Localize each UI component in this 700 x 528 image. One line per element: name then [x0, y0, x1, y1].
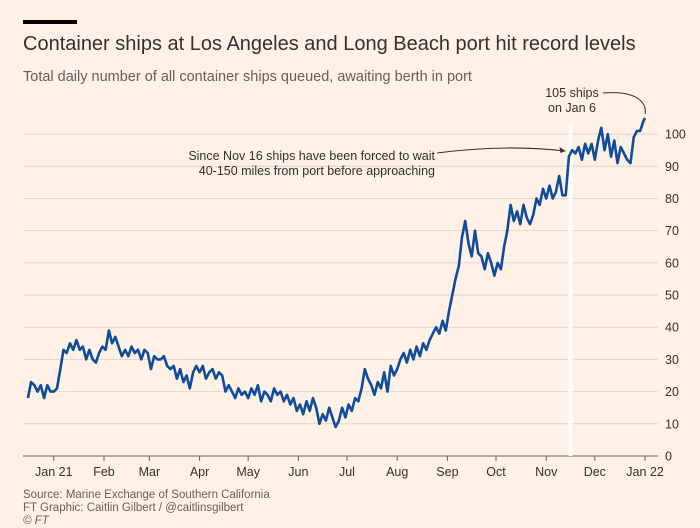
x-tick-label: Nov — [535, 465, 558, 479]
x-tick-label: Jun — [288, 465, 308, 479]
x-tick-label: Aug — [386, 465, 408, 479]
y-tick-label: 0 — [665, 450, 672, 464]
x-tick-label: Oct — [486, 465, 506, 479]
chart-title: Container ships at Los Angeles and Long … — [23, 33, 636, 55]
y-tick-label: 20 — [665, 385, 679, 399]
annotation-wait-leader — [436, 147, 566, 154]
x-tick-label: Dec — [584, 465, 606, 479]
chart-subtitle: Total daily number of all container ship… — [23, 69, 472, 85]
copyright: © FT — [23, 515, 49, 527]
x-tick-label: Jan 21 — [35, 465, 73, 479]
top-rule — [23, 20, 77, 24]
x-tick-label: Apr — [190, 465, 209, 479]
y-tick-label: 60 — [665, 256, 679, 270]
annotation-peak-leader — [602, 92, 646, 115]
y-tick-label: 40 — [665, 321, 679, 335]
y-tick-label: 80 — [665, 192, 679, 206]
x-tick-label: May — [236, 465, 260, 479]
y-tick-label: 70 — [665, 224, 679, 238]
annotation-wait-arrowhead — [559, 147, 566, 153]
x-tick-label: Mar — [139, 465, 161, 479]
y-tick-label: 30 — [665, 353, 679, 367]
x-tick-label: Jan 22 — [626, 465, 664, 479]
annotation-wait: 40-150 miles from port before approachin… — [199, 164, 435, 178]
graphic-credit: FT Graphic: Caitlin Gilbert / @caitlinsg… — [23, 502, 244, 514]
annotation-peak: 105 ships — [545, 86, 599, 100]
y-tick-label: 90 — [665, 160, 679, 174]
source-note: Source: Marine Exchange of Southern Cali… — [23, 489, 270, 501]
y-tick-label: 100 — [665, 128, 686, 142]
series-line — [26, 117, 647, 429]
annotation-wait: Since Nov 16 ships have been forced to w… — [188, 149, 435, 163]
y-tick-label: 50 — [665, 289, 679, 303]
y-tick-label: 10 — [665, 417, 679, 431]
annotation-peak: on Jan 6 — [548, 101, 596, 115]
x-tick-label: Jul — [339, 465, 355, 479]
x-tick-label: Feb — [93, 465, 115, 479]
x-tick-label: Sep — [436, 465, 458, 479]
